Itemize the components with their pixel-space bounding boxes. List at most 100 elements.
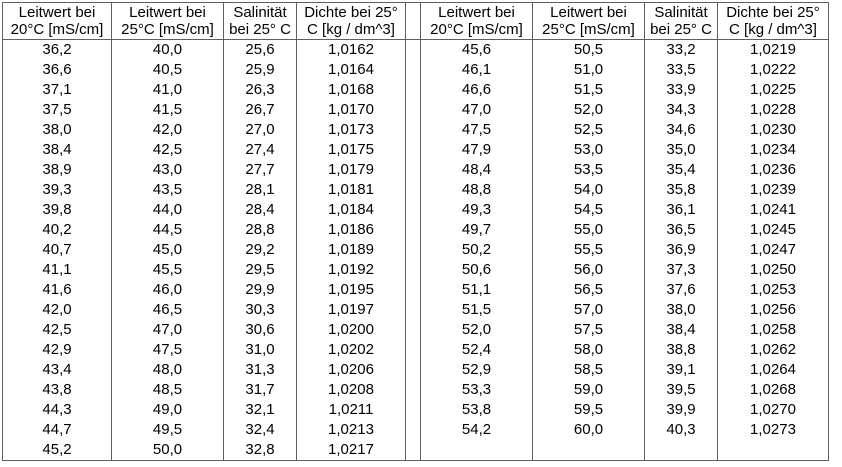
spacer-cell [405,140,421,160]
table-body: 36,2 40,0 25,6 1,0162 45,6 50,5 33,2 1,0219 36,6… [2,39,829,461]
table-cell: 1,0208 [296,380,406,400]
table-cell: 50,5 [532,39,645,60]
table-cell: 44,3 [2,400,112,420]
table-cell: 27,0 [223,120,297,140]
header-line: C [kg / dm^3] [307,21,395,38]
table-cell: 1,0206 [296,360,406,380]
table-cell: 49,5 [111,420,224,440]
table-row: 42,0 46,5 30,3 1,0197 51,5 57,0 38,0 1,0256 [2,300,829,320]
table-cell: 1,0230 [717,120,829,140]
table-cell: 38,4 [644,320,718,340]
table-cell: 49,7 [420,220,533,240]
table-cell [532,440,645,461]
table-cell: 38,0 [2,120,112,140]
table-cell: 1,0239 [717,180,829,200]
table-cell: 40,2 [2,220,112,240]
table-cell: 1,0211 [296,400,406,420]
column-header-leitwert-20-left: Leitwert bei 20°C [mS/cm] [2,2,112,40]
table-cell: 28,4 [223,200,297,220]
table-cell: 51,0 [532,60,645,80]
spacer-cell [405,340,421,360]
table-cell: 56,5 [532,280,645,300]
spacer-cell [405,260,421,280]
spacer-cell [405,400,421,420]
table-cell: 38,0 [644,300,718,320]
table-cell: 45,0 [111,240,224,260]
table-cell: 52,0 [420,320,533,340]
header-line: bei 25° C [229,21,291,38]
spacer-cell [405,160,421,180]
table-cell: 33,2 [644,39,718,60]
table-cell: 28,8 [223,220,297,240]
table-cell: 1,0202 [296,340,406,360]
column-header-salinitaet-left: Salinität bei 25° C [223,2,297,40]
spacer-cell [405,180,421,200]
table-cell: 1,0222 [717,60,829,80]
table-cell: 58,5 [532,360,645,380]
table-cell: 34,6 [644,120,718,140]
table-cell: 39,8 [2,200,112,220]
table-cell: 32,8 [223,440,297,461]
table-cell: 47,0 [111,320,224,340]
table-cell: 42,0 [111,120,224,140]
table-cell: 60,0 [532,420,645,440]
table-row: 41,1 45,5 29,5 1,0192 50,6 56,0 37,3 1,0250 [2,260,829,280]
table-cell: 51,5 [420,300,533,320]
table-cell [420,440,533,461]
table-cell: 55,0 [532,220,645,240]
table-cell: 59,0 [532,380,645,400]
table-cell: 56,0 [532,260,645,280]
table-cell: 1,0245 [717,220,829,240]
table-cell: 42,5 [111,140,224,160]
spacer-cell [405,200,421,220]
table-cell: 1,0253 [717,280,829,300]
spacer-cell [405,39,421,60]
table-cell: 42,9 [2,340,112,360]
table-cell: 1,0213 [296,420,406,440]
table-cell: 37,5 [2,100,112,120]
table-cell: 38,8 [644,340,718,360]
table-cell: 36,1 [644,200,718,220]
column-header-leitwert-25-right: Leitwert bei 25°C [mS/cm] [532,2,645,40]
table-cell: 42,5 [2,320,112,340]
table-cell: 29,9 [223,280,297,300]
table-cell: 1,0186 [296,220,406,240]
table-cell: 1,0219 [717,39,829,60]
table-cell: 1,0162 [296,39,406,60]
table-row: 41,6 46,0 29,9 1,0195 51,1 56,5 37,6 1,0253 [2,280,829,300]
table-cell: 34,3 [644,100,718,120]
salinity-conversion-table: Leitwert bei 20°C [mS/cm] Leitwert bei 2… [2,2,829,461]
table-cell: 28,1 [223,180,297,200]
table-cell: 1,0181 [296,180,406,200]
table-cell: 1,0164 [296,60,406,80]
table-cell: 1,0173 [296,120,406,140]
table-cell: 26,7 [223,100,297,120]
table-cell: 48,8 [420,180,533,200]
column-header-dichte-left: Dichte bei 25° C [kg / dm^3] [296,2,406,40]
spacer-cell [405,100,421,120]
table-cell: 46,1 [420,60,533,80]
table-cell: 47,9 [420,140,533,160]
table-cell: 32,1 [223,400,297,420]
table-cell: 38,9 [2,160,112,180]
table-cell: 53,8 [420,400,533,420]
header-line: Dichte bei 25° [726,4,820,21]
table-cell: 44,7 [2,420,112,440]
table-row: 43,8 48,5 31,7 1,0208 53,3 59,0 39,5 1,0268 [2,380,829,400]
table-cell: 53,3 [420,380,533,400]
table-cell: 59,5 [532,400,645,420]
header-line: Leitwert bei [438,4,515,21]
table-cell: 39,5 [644,380,718,400]
header-line: C [kg / dm^3] [729,21,817,38]
table-cell: 41,0 [111,80,224,100]
header-row: Leitwert bei 20°C [mS/cm] Leitwert bei 2… [2,2,829,40]
table-cell: 30,6 [223,320,297,340]
table-cell: 36,6 [2,60,112,80]
table-cell: 57,0 [532,300,645,320]
table-cell: 36,9 [644,240,718,260]
table-cell: 48,5 [111,380,224,400]
table-cell: 46,5 [111,300,224,320]
table-cell: 45,6 [420,39,533,60]
table-cell: 43,0 [111,160,224,180]
